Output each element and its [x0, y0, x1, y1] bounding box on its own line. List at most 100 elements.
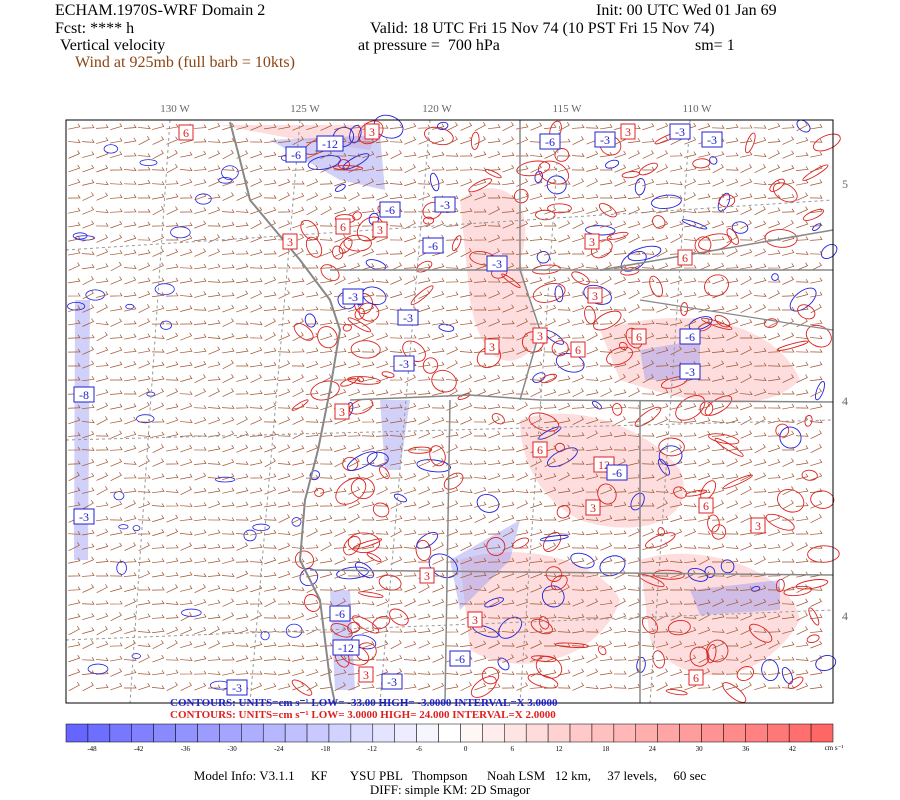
contour-line — [468, 178, 492, 193]
wind-barb — [670, 207, 683, 214]
wind-barb — [683, 600, 697, 605]
wind-barb — [292, 192, 305, 201]
wind-barb — [277, 376, 291, 381]
contour-label: 3 — [424, 569, 430, 583]
wind-barb — [613, 446, 627, 451]
wind-barb — [683, 432, 697, 437]
wind-barb — [96, 416, 108, 426]
wind-barb — [795, 433, 809, 437]
wind-barb — [277, 208, 291, 213]
wind-barb — [348, 192, 360, 202]
wind-barb — [417, 181, 431, 185]
wind-barb — [460, 446, 473, 452]
wind-barb — [529, 404, 543, 409]
wind-barb — [292, 459, 305, 466]
wind-barb — [544, 627, 557, 634]
wind-barb — [711, 516, 725, 521]
wind-barb — [781, 292, 795, 297]
wind-barb — [320, 529, 333, 536]
wind-barb — [95, 684, 109, 689]
wind-barb — [417, 124, 431, 129]
wind-barb — [810, 291, 823, 298]
wind-barb — [222, 318, 234, 327]
wind-barb — [151, 488, 165, 494]
wind-barb — [95, 600, 109, 605]
wind-barb — [166, 639, 178, 650]
wind-barb — [543, 516, 557, 521]
wind-barb — [292, 612, 305, 621]
wind-barb — [418, 333, 431, 340]
contour-label-box — [486, 255, 508, 272]
wind-barb — [474, 627, 487, 634]
contour-line — [653, 569, 685, 580]
wind-barb — [656, 164, 668, 173]
wind-barb — [166, 528, 179, 537]
wind-barb — [712, 598, 725, 607]
wind-barb — [222, 430, 235, 439]
wind-barb — [795, 404, 809, 409]
wind-barb — [418, 640, 431, 649]
wind-barb — [809, 376, 823, 381]
wind-barb — [516, 304, 529, 313]
wind-barb — [305, 419, 319, 423]
wind-barb — [221, 405, 235, 409]
wind-barb — [319, 446, 333, 451]
wind-barb — [768, 444, 781, 453]
contour-line — [685, 489, 708, 497]
wind-barb — [236, 192, 248, 201]
wind-barb — [544, 430, 556, 440]
wind-barb — [683, 391, 697, 395]
wind-barb — [431, 670, 445, 675]
wind-barb — [767, 391, 781, 395]
wind-barb — [82, 164, 95, 173]
contour-line — [139, 159, 158, 166]
wind-barb — [347, 138, 361, 143]
wind-barb — [179, 167, 193, 172]
contour-label: -3 — [440, 198, 450, 212]
wind-barb — [558, 121, 570, 132]
wind-barb — [782, 486, 794, 495]
wind-barb — [362, 263, 375, 270]
wind-barb — [166, 305, 179, 312]
wind-barb — [432, 417, 445, 425]
contour-line — [802, 208, 824, 221]
colorbar-cell — [569, 723, 593, 743]
wind-barb — [586, 248, 599, 257]
wind-barb — [781, 685, 795, 689]
contour-line — [304, 313, 317, 328]
contour-line — [717, 192, 731, 212]
wind-barb — [263, 376, 277, 381]
contour-line — [807, 545, 840, 563]
wind-barb — [95, 321, 109, 325]
wind-barb — [726, 221, 739, 228]
contour-label: -3 — [79, 510, 89, 524]
wind-barb — [263, 614, 277, 619]
wind-barb — [754, 501, 767, 508]
wind-barb — [641, 265, 655, 269]
wind-barb — [389, 181, 403, 185]
wind-barb — [418, 416, 431, 425]
contour-line — [797, 304, 816, 320]
contour-label: -6 — [428, 239, 438, 253]
contour-line — [554, 285, 564, 303]
wind-barb — [558, 375, 571, 382]
contour-label: 3 — [592, 289, 598, 303]
wind-barb — [264, 123, 277, 130]
wind-barb — [306, 668, 319, 677]
wind-barb — [600, 179, 613, 186]
wind-barb — [585, 545, 599, 549]
contour-label-box — [679, 363, 701, 380]
wind-barb — [515, 432, 529, 437]
wind-barb — [306, 557, 319, 565]
wind-barb — [138, 375, 151, 382]
wind-barb — [781, 306, 795, 311]
wind-barb — [642, 122, 655, 131]
wind-barb — [796, 305, 809, 312]
wind-barb — [334, 655, 347, 662]
contour-line — [160, 320, 173, 330]
contour-info-pos: CONTOURS: UNITS=cm s⁻¹ LOW= 3.0000 HIGH=… — [170, 709, 556, 721]
wind-barb — [712, 320, 725, 326]
wind-barb — [305, 642, 319, 647]
contour-label-box — [539, 133, 561, 150]
wind-barb — [278, 570, 291, 579]
